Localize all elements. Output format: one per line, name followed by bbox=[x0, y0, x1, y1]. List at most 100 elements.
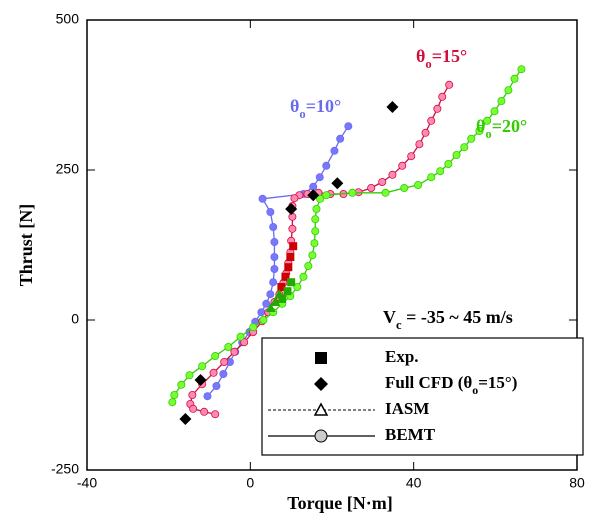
condition-label: Vc = -35 ~ 45 m/s bbox=[383, 307, 513, 332]
cfd-point bbox=[194, 374, 207, 386]
bemt-point bbox=[475, 127, 484, 136]
iasm-point bbox=[274, 289, 285, 299]
bemt-point bbox=[322, 191, 331, 200]
bemt-point bbox=[467, 134, 476, 143]
bemt-point bbox=[490, 107, 499, 116]
bemt-point bbox=[189, 404, 198, 413]
series-label-main: θ bbox=[290, 96, 299, 116]
bemt-point bbox=[249, 323, 258, 332]
bemt-point bbox=[240, 338, 249, 347]
legend-label-main: Exp. bbox=[385, 347, 419, 366]
bemt-point bbox=[299, 272, 308, 281]
bemt-point bbox=[224, 342, 233, 351]
bemt-point bbox=[315, 173, 324, 182]
series-label-sub: o bbox=[485, 127, 491, 141]
bemt-point bbox=[168, 398, 177, 407]
exp-point bbox=[287, 278, 296, 287]
legend-label: IASM bbox=[385, 399, 429, 418]
plot-frame bbox=[86, 19, 578, 471]
exp-point bbox=[278, 295, 287, 303]
cfd-point bbox=[307, 189, 320, 202]
series-label-sub: o bbox=[299, 107, 305, 121]
bemt-point bbox=[203, 392, 212, 401]
bemt-point bbox=[312, 204, 321, 213]
bemt-point bbox=[230, 347, 239, 356]
condition-label-sub: c bbox=[396, 318, 402, 332]
bemt-point bbox=[266, 290, 275, 299]
bemt-point bbox=[257, 308, 266, 317]
y-tick-label: 500 bbox=[56, 11, 80, 27]
condition-label-rest: = -35 ~ 45 m/s bbox=[402, 307, 513, 327]
legend-label: Exp. bbox=[385, 347, 419, 366]
y-tick-label: -250 bbox=[51, 461, 79, 477]
bemt-point bbox=[259, 315, 268, 324]
bemt-point bbox=[258, 194, 267, 203]
exp-point bbox=[284, 263, 293, 272]
bemt-point bbox=[388, 170, 397, 179]
exp-point bbox=[277, 283, 286, 291]
bemt-point bbox=[445, 80, 454, 89]
bemt-point bbox=[270, 264, 279, 273]
bemt-point bbox=[310, 239, 319, 248]
bemt-point bbox=[266, 207, 275, 216]
bemt-point bbox=[407, 152, 416, 161]
x-tick-label: 0 bbox=[246, 475, 254, 491]
bemt-point bbox=[452, 150, 461, 159]
bemt-point bbox=[211, 351, 220, 360]
exp-point bbox=[283, 287, 292, 296]
bemt-line bbox=[171, 68, 522, 403]
bemt-point bbox=[336, 134, 345, 143]
bemt-point bbox=[414, 180, 423, 189]
x-tick-label: 80 bbox=[569, 475, 585, 491]
bemt-point bbox=[415, 140, 424, 149]
bemt-point bbox=[269, 222, 278, 231]
bemt-point bbox=[198, 362, 207, 371]
bemt-point bbox=[304, 261, 313, 270]
bemt-point bbox=[290, 194, 299, 203]
bemt-point bbox=[510, 74, 519, 83]
bemt-point bbox=[367, 183, 376, 192]
condition-label-main: V bbox=[383, 307, 396, 327]
bemt-point bbox=[438, 92, 447, 101]
bemt-point bbox=[311, 215, 320, 224]
bemt-point bbox=[436, 167, 445, 176]
series-label-main: θ bbox=[416, 46, 425, 66]
legend-marker bbox=[313, 402, 329, 416]
bemt-point bbox=[400, 183, 409, 192]
bemt-point bbox=[262, 299, 271, 308]
bemt-point bbox=[444, 159, 453, 168]
bemt-point bbox=[269, 278, 278, 287]
legend-label-main: Full CFD (θ bbox=[385, 373, 472, 392]
bemt-point bbox=[344, 122, 353, 131]
series-label-main: θ bbox=[476, 116, 485, 136]
cfd-point bbox=[331, 177, 344, 190]
series-label-sub: o bbox=[425, 57, 431, 71]
bemt-point bbox=[200, 407, 209, 416]
bemt-point bbox=[497, 97, 506, 106]
bemt-point bbox=[177, 380, 186, 389]
y-tick-label: 250 bbox=[56, 161, 80, 177]
cfd-point bbox=[285, 203, 298, 215]
iasm-point bbox=[270, 297, 281, 306]
bemt-point bbox=[170, 390, 179, 399]
x-tick-label: -40 bbox=[77, 475, 97, 491]
bemt-point bbox=[381, 188, 390, 197]
bemt-point bbox=[288, 224, 297, 233]
x-tick-label: 40 bbox=[406, 475, 422, 491]
bemt-point bbox=[219, 369, 228, 378]
y-axis-label: Thrust [N] bbox=[16, 204, 36, 287]
bemt-point bbox=[316, 194, 325, 203]
bemt-point bbox=[421, 128, 430, 137]
legend-label: BEMT bbox=[385, 425, 436, 444]
bemt-point bbox=[427, 173, 436, 182]
bemt-point bbox=[311, 227, 320, 236]
bemt-point bbox=[330, 146, 339, 155]
bemt-point bbox=[270, 237, 279, 246]
bemt-point bbox=[308, 251, 317, 260]
bemt-point bbox=[185, 371, 194, 380]
bemt-point bbox=[460, 143, 469, 152]
exp-point bbox=[281, 272, 290, 281]
bemt-point bbox=[220, 357, 229, 366]
bemt-point bbox=[212, 381, 221, 390]
